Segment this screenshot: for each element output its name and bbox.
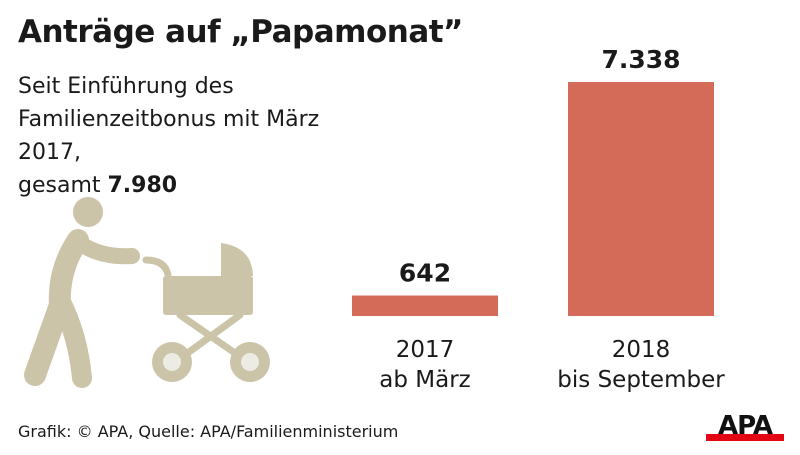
category-label: 2017 <box>396 337 455 363</box>
subtitle-line: Seit Einführung des <box>18 74 234 99</box>
subtitle-line: Familienzeitbonus mit März 2017, <box>18 107 320 165</box>
value-label: 642 <box>399 259 451 288</box>
category-label: ab März <box>379 367 470 393</box>
category-label: bis September <box>557 367 725 393</box>
total-value: 7.980 <box>107 173 178 198</box>
apa-logo: APA <box>706 411 784 446</box>
source-note: Grafik: © APA, Quelle: APA/Familienminis… <box>18 422 399 441</box>
chart-title: Anträge auf „Papamonat” <box>18 14 463 50</box>
chart-subtitle: Seit Einführung des Familienzeitbonus mi… <box>18 70 378 202</box>
bar-0 <box>352 295 498 316</box>
category-label: 2018 <box>612 337 671 363</box>
value-label: 7.338 <box>601 45 680 74</box>
bar-1 <box>568 82 714 316</box>
subtitle-line: gesamt 7.980 <box>18 173 178 198</box>
father-with-stroller-icon <box>24 197 270 388</box>
